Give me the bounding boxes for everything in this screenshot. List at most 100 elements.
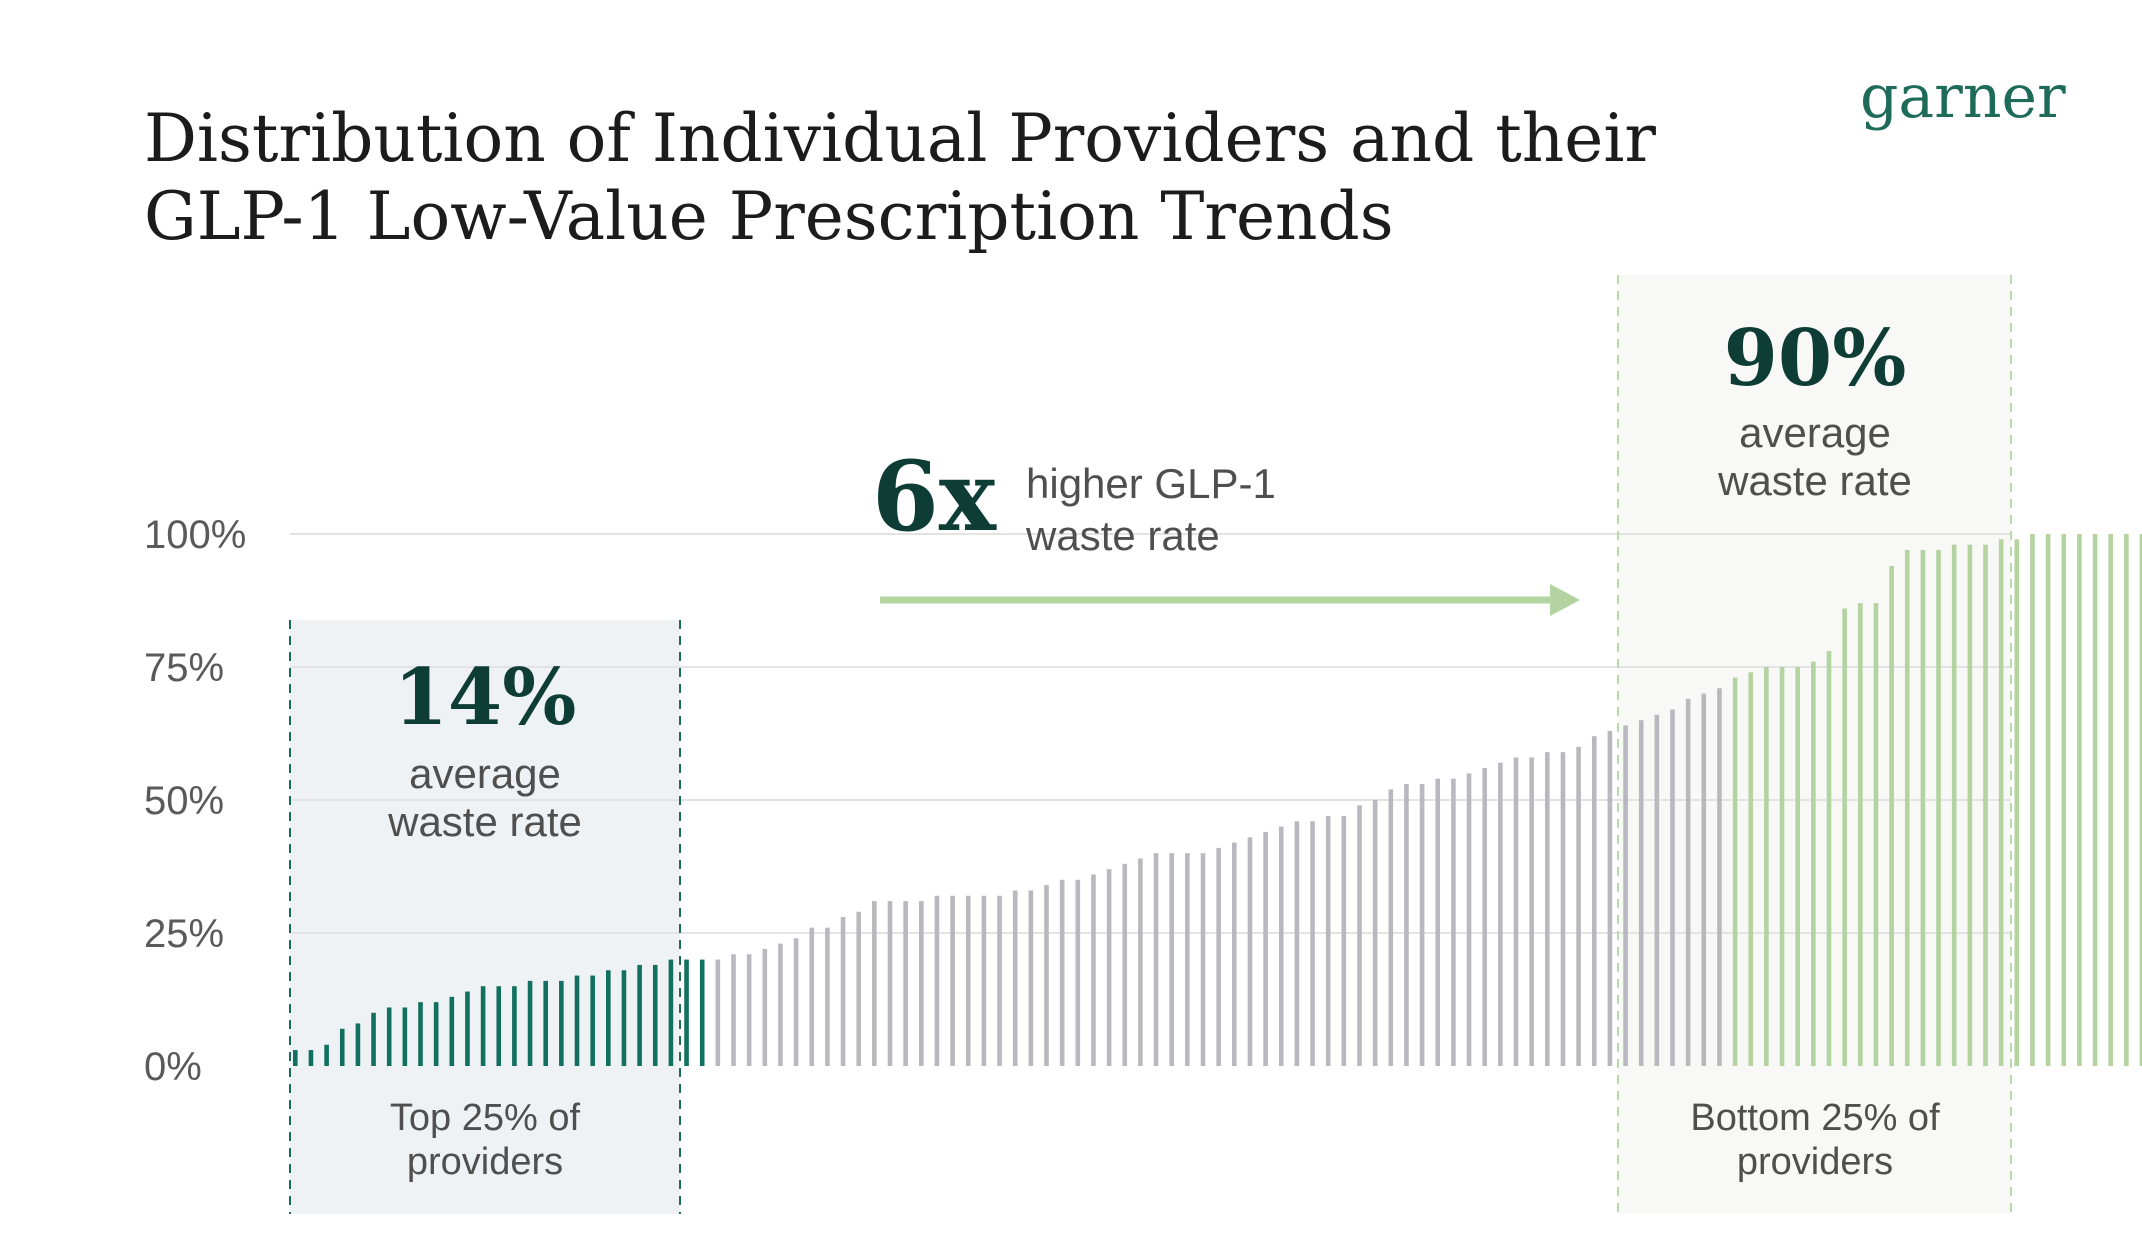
bar-top [652,964,658,1066]
bar-bottom [1811,661,1816,1066]
bar-middle [793,938,799,1066]
bar-bottom [1889,565,1894,1066]
bar-top [590,975,595,1066]
bar-top [512,986,517,1066]
top-footer-1: Top 25% of [390,1097,581,1139]
bar-middle [1388,789,1394,1066]
bars [293,534,2142,1066]
bar-top [699,959,705,1066]
bar-middle [1247,837,1253,1066]
bar-middle [1232,842,1237,1066]
bar-top [637,964,642,1066]
y-tick-label: 0% [144,1045,202,1089]
bar-top [449,996,455,1066]
bar-bottom [1904,549,1910,1066]
bar-middle [1451,778,1456,1066]
bar-middle [1028,890,1034,1066]
bar-middle [1591,736,1597,1066]
bar-middle [1529,757,1534,1066]
y-tick-label: 25% [144,912,224,956]
bar-middle [872,901,877,1066]
bar-middle [1513,757,1519,1066]
bar-middle [950,895,955,1066]
bar-middle [887,901,893,1066]
bar-middle [1341,815,1347,1066]
bar-top [339,1028,345,1066]
bar-top [293,1050,298,1066]
bottom-avg-value: 90% [1724,313,1907,404]
bar-top [371,1012,376,1066]
multiplier-label-1: higher GLP-1 [1026,460,1276,507]
bar-middle [1435,778,1441,1066]
multiplier-label-2: waste rate [1025,512,1220,559]
bar-middle [1138,858,1143,1066]
bar-middle [1654,714,1660,1066]
bar-middle [1623,725,1628,1066]
bar-bottom [2124,534,2129,1066]
bar-middle [1216,847,1221,1066]
bar-middle [1153,853,1159,1066]
bar-top [480,986,486,1066]
bar-middle [1670,709,1675,1066]
bar-bottom [1998,539,2004,1066]
bar-bottom [1983,544,1988,1066]
bar-middle [1717,688,1722,1066]
bar-middle [1263,831,1268,1066]
top-avg-label-1: average [409,750,561,797]
bar-bottom [1951,544,1957,1066]
bar-middle [919,901,924,1066]
bar-top [668,959,674,1066]
comparison-arrow-head [1550,584,1580,616]
bar-bottom [1795,667,1800,1066]
top-avg-label-2: waste rate [387,798,582,845]
bar-middle [1638,720,1644,1066]
bar-top [355,1023,361,1066]
chart-title-line1: Distribution of Individual Providers and… [144,100,1656,177]
bar-middle [1404,784,1409,1066]
y-tick-label: 75% [144,646,224,690]
bar-middle [1607,730,1613,1066]
bar-middle [1278,826,1284,1066]
bar-top [433,1002,439,1066]
bottom-avg-label-2: waste rate [1717,457,1912,504]
bar-middle [1169,853,1174,1066]
bar-bottom [1873,603,1879,1066]
bar-middle [1185,853,1190,1066]
bar-bottom [1842,608,1847,1066]
bar-bottom [2030,534,2035,1066]
bar-middle [856,911,861,1066]
bar-middle [1325,815,1331,1066]
top-quartile-band [290,620,680,1214]
bar-middle [731,954,736,1066]
bar-top [606,970,611,1066]
bar-middle [903,901,908,1066]
bar-top [559,980,564,1066]
bar-bottom [2108,534,2113,1066]
bar-middle [1200,853,1206,1066]
bar-top [621,970,627,1066]
bar-bottom [1826,651,1832,1066]
bar-middle [1294,821,1300,1066]
y-axis-ticks: 0% 25% 50% 75% 100% [144,513,246,1089]
bar-middle [1498,762,1503,1066]
bar-middle [1482,768,1487,1066]
bar-top [402,1007,408,1066]
chart-title: Distribution of Individual Providers and… [144,100,1744,256]
bar-middle [1012,890,1018,1066]
top-avg-value: 14% [394,652,577,743]
bar-top [324,1044,329,1066]
bar-middle [934,895,940,1066]
bottom-footer-1: Bottom 25% of [1690,1097,1940,1139]
bar-middle [715,959,721,1066]
bar-bottom [2092,534,2098,1066]
bar-top [386,1007,392,1066]
bar-top [527,980,533,1066]
bar-bottom [1967,544,1973,1066]
bar-bottom [2014,539,2020,1066]
bar-middle [1044,885,1049,1066]
y-tick-label: 50% [144,779,224,823]
bar-middle [1122,863,1128,1066]
bar-middle [809,927,815,1066]
bar-bottom [2077,534,2082,1066]
